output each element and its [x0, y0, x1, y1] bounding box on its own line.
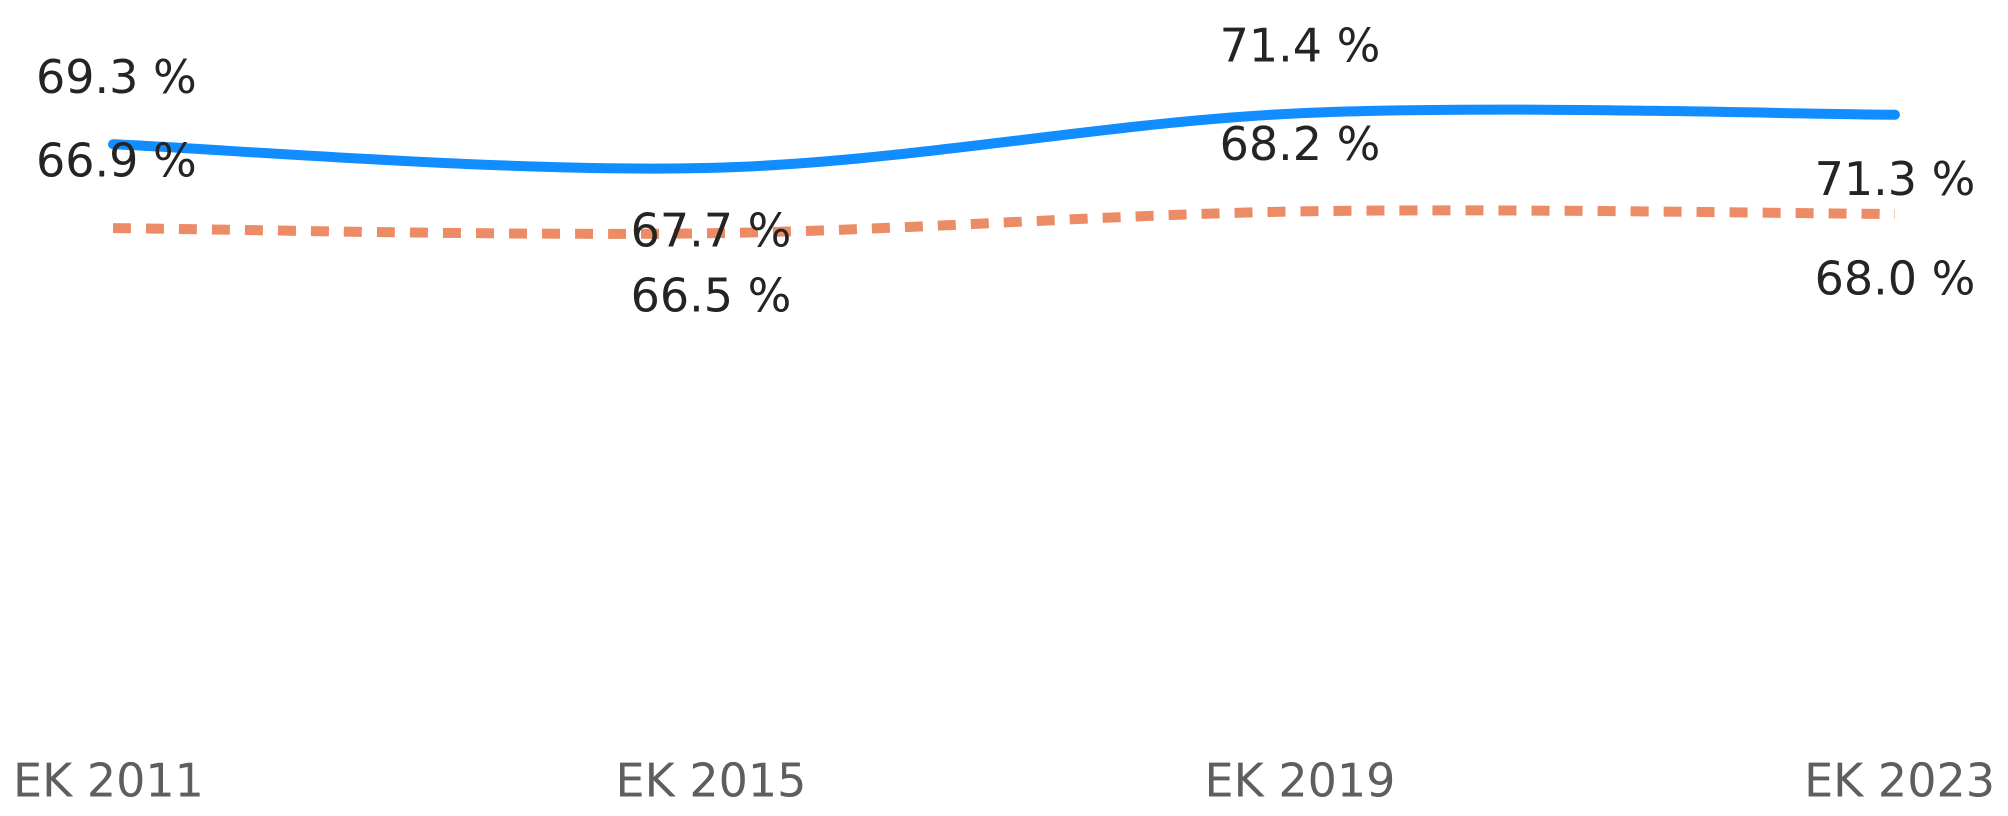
data-label: 71.3 %	[1815, 152, 1976, 206]
data-label: 67.7 %	[631, 203, 792, 257]
data-label: 68.2 %	[1220, 117, 1381, 171]
data-label: 66.5 %	[631, 269, 792, 323]
data-label: 68.0 %	[1815, 251, 1976, 305]
line-series	[108, 104, 1900, 174]
data-label: 71.4 %	[1220, 19, 1381, 73]
x-tick-label: EK 2019	[1205, 754, 1396, 808]
x-tick-label: EK 2011	[13, 754, 204, 808]
x-tick-label: EK 2023	[1804, 754, 1995, 808]
line-series	[112, 205, 1896, 239]
data-label: 66.9 %	[36, 134, 197, 188]
data-label: 69.3 %	[36, 50, 197, 104]
x-tick-label: EK 2015	[616, 754, 807, 808]
